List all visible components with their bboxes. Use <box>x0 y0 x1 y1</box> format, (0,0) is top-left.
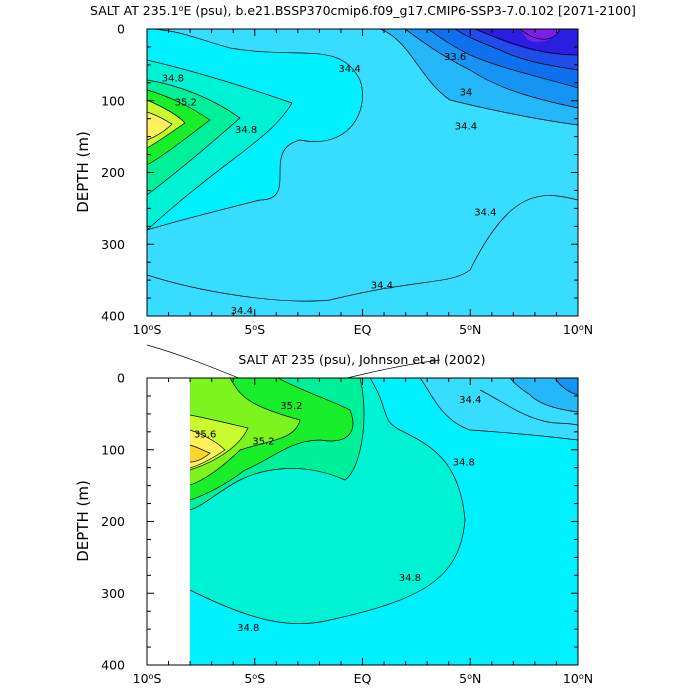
contour-label-observations: 35.2 <box>280 401 302 412</box>
contour-lines-observations <box>189 377 579 625</box>
panel-observations: SALT AT 235 (psu), Johnson et al (2002) <box>74 352 593 686</box>
x-tick-label-model: EQ <box>354 322 372 337</box>
contour-fill-observations <box>190 378 578 665</box>
x-tick-label-observations: 10oN <box>563 671 593 686</box>
y-axis-label-observations: DEPTH (m) <box>74 480 92 562</box>
contour-label-observations: 35.2 <box>252 437 274 448</box>
contour-fill-model <box>147 29 578 316</box>
contour-label-model: 33.6 <box>444 52 466 63</box>
x-tick-label-observations: 5oN <box>459 671 481 686</box>
y-tick-label-model: 400 <box>101 309 125 324</box>
panel-title-model: SALT AT 235.1oE (psu), b.e21.BSSP370cmip… <box>90 3 636 18</box>
x-tick-label-observations: 10oS <box>133 671 162 686</box>
y-tick-label-model: 100 <box>101 93 125 108</box>
contour-label-model: 34.4 <box>338 64 360 75</box>
contour-labels-model: 34.8 35.2 34.8 34.4 33.6 34 34.4 34.4 34.4 34.4 <box>162 52 497 317</box>
y-tick-label-observations: 200 <box>101 514 125 529</box>
contour-label-model: 35.2 <box>175 98 197 109</box>
y-tick-label-model: 0 <box>117 22 125 37</box>
axes-observations: 10oS 5oS EQ 5oN 10oN 0 100 200 300 400 <box>101 371 593 687</box>
contour-label-model: 34.4 <box>455 121 477 132</box>
contour-label-model: 34.4 <box>371 281 393 292</box>
contour-label-model: 34.4 <box>474 207 496 218</box>
x-tick-label-model: 10oN <box>563 322 593 337</box>
y-tick-label-model: 300 <box>101 237 125 252</box>
contour-label-observations: 34.8 <box>399 573 421 584</box>
contour-labels-observations: 35.2 34.4 35.6 35.2 34.8 34.8 34.8 <box>194 395 481 634</box>
missing-data-region <box>147 378 190 665</box>
axes-model: 10oS 5oS EQ 5oN 10oN 0 100 200 300 400 <box>101 22 593 338</box>
contour-label-observations: 34.4 <box>459 395 481 406</box>
contour-label-model: 34.4 <box>231 306 253 317</box>
contour-label-model: 34.8 <box>235 125 257 136</box>
y-tick-label-observations: 300 <box>101 586 125 601</box>
contour-label-model: 34.8 <box>162 73 184 84</box>
y-tick-label-observations: 400 <box>101 658 125 673</box>
panel-title-observations: SALT AT 235 (psu), Johnson et al (2002) <box>238 352 485 367</box>
y-tick-label-model: 200 <box>101 165 125 180</box>
y-tick-label-observations: 100 <box>101 442 125 457</box>
x-tick-label-model: 10oS <box>133 322 162 337</box>
x-tick-label-model: 5oS <box>244 322 265 337</box>
x-tick-label-observations: 5oS <box>244 671 265 686</box>
contour-label-model: 34 <box>460 88 473 99</box>
x-tick-label-model: 5oN <box>459 322 481 337</box>
y-axis-label-model: DEPTH (m) <box>74 131 92 213</box>
panel-model: SALT AT 235.1oE (psu), b.e21.BSSP370cmip… <box>74 3 636 391</box>
x-tick-label-observations: EQ <box>354 671 372 686</box>
contour-label-observations: 34.8 <box>453 457 475 468</box>
y-tick-label-observations: 0 <box>117 371 125 386</box>
contour-label-observations: 35.6 <box>194 429 216 440</box>
contour-label-observations: 34.8 <box>237 623 259 634</box>
